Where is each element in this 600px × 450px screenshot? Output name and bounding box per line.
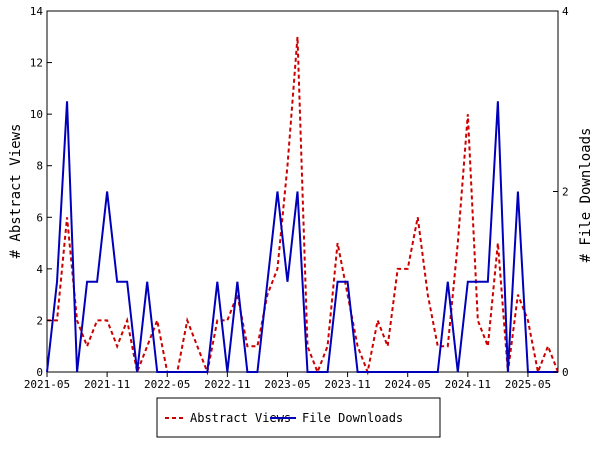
x-tick-label-2022-11: 2022-11	[204, 378, 250, 391]
y-tick-label-0: 0	[36, 366, 43, 379]
y-tick-label-14: 14	[30, 5, 44, 18]
y-axis-title: # Abstract Views	[8, 124, 24, 259]
y2-axis-title: # File Downloads	[578, 128, 594, 263]
x-tick-label-2022-05: 2022-05	[144, 378, 190, 391]
x-tick-label-2024-11: 2024-11	[445, 378, 491, 391]
legend-box	[156, 397, 441, 438]
y-tick-label-6: 6	[36, 211, 43, 224]
legend: Abstract Views File Downloads	[156, 397, 441, 438]
series-line-abstract-views	[47, 36, 559, 376]
plot-area	[46, 10, 559, 373]
y-tick-label-10: 10	[30, 108, 43, 121]
x-tick-label-2025-05: 2025-05	[505, 378, 551, 391]
legend-label-abstract-views: Abstract Views	[190, 411, 291, 425]
y2-tick-label-2: 2	[562, 186, 569, 199]
y-tick-label-4: 4	[36, 263, 43, 276]
y-tick-label-12: 12	[30, 57, 43, 70]
y-tick-label-2: 2	[36, 314, 43, 327]
x-tick-label-2023-11: 2023-11	[324, 378, 370, 391]
x-tick-label-2024-05: 2024-05	[385, 378, 431, 391]
x-tick-label-2021-11: 2021-11	[84, 378, 130, 391]
y2-tick-label-0: 0	[562, 366, 569, 379]
y2-tick-label-4: 4	[562, 5, 569, 18]
axis-layer: 0 2 4 6 8 10 12 14 0 2 4 2021-05 2021-11 2022-05 2022-…	[24, 5, 569, 391]
x-tick-label-2023-05: 2023-05	[264, 378, 310, 391]
x-tick-label-2021-05: 2021-05	[24, 378, 70, 391]
series-line-file-downloads	[46, 101, 558, 373]
y-tick-label-8: 8	[36, 160, 43, 173]
legend-label-file-downloads: File Downloads	[302, 411, 403, 425]
series-layer	[46, 36, 559, 376]
